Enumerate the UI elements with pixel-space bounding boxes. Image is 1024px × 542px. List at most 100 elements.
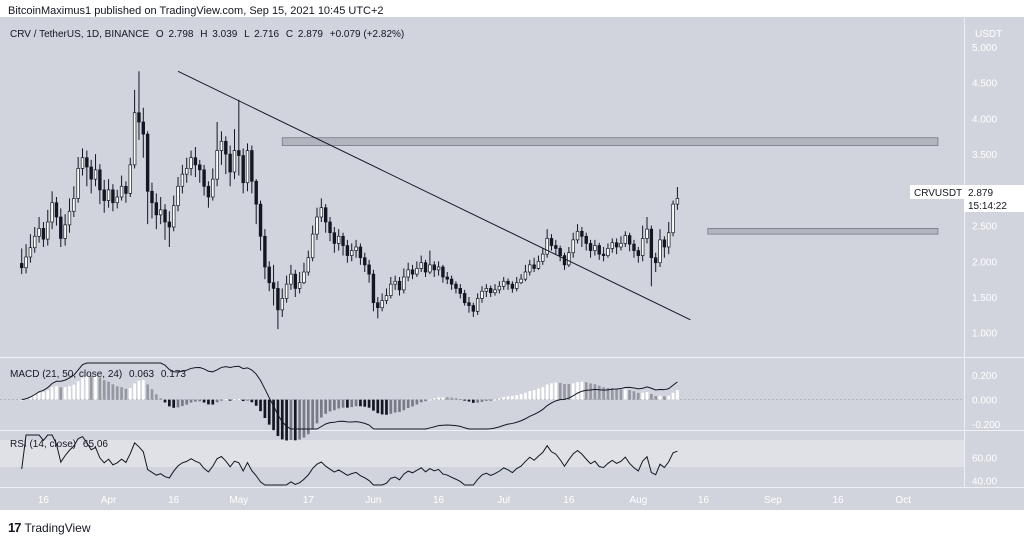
macd-histogram-bar xyxy=(228,399,232,401)
tradingview-logo-icon: 17 xyxy=(8,520,22,535)
price-tick-label: 1.500 xyxy=(972,293,997,304)
candle-body xyxy=(306,257,311,273)
macd-histogram-bar xyxy=(267,399,271,425)
macd-histogram-bar xyxy=(380,399,384,415)
macd-histogram-bar xyxy=(432,398,436,400)
rsi-value: 65.06 xyxy=(83,439,108,450)
candle-body xyxy=(436,266,441,271)
macd-histogram-bar xyxy=(72,384,76,400)
time-tick-label: 16 xyxy=(168,495,180,506)
macd-histogram-bar xyxy=(511,395,514,400)
macd-histogram-bar xyxy=(220,399,223,401)
macd-histogram-bar xyxy=(246,399,249,401)
candle-body xyxy=(219,140,224,151)
candle-body xyxy=(554,245,558,249)
candle-body xyxy=(59,216,63,239)
price-chart-svg[interactable]: 5.0004.5004.0003.5003.0002.5002.0001.500… xyxy=(0,17,1024,510)
candle-body xyxy=(345,245,350,256)
macd-histogram-bar xyxy=(33,395,37,400)
macd-histogram-bar xyxy=(50,387,54,400)
candle-body xyxy=(406,269,410,278)
macd-histogram-bar xyxy=(667,395,671,400)
macd-histogram-bar xyxy=(141,380,145,400)
time-axis-bg xyxy=(0,487,1024,510)
candle-body xyxy=(128,164,132,194)
candle-body xyxy=(28,247,33,258)
candle-body xyxy=(423,262,428,273)
macd-histogram-bar xyxy=(120,387,123,400)
macd-tick-label: -0.200 xyxy=(972,420,1001,431)
candle-body xyxy=(532,264,536,269)
candle-body xyxy=(132,112,137,166)
candle-body xyxy=(250,150,254,182)
macd-histogram-bar xyxy=(641,392,645,400)
macd-histogram-bar xyxy=(263,399,267,419)
candle-body xyxy=(588,243,593,251)
macd-histogram-bar xyxy=(328,399,332,412)
macd-histogram-bar xyxy=(128,388,132,400)
currency-label: USDT xyxy=(975,29,1002,40)
price-tick-label: 2.000 xyxy=(972,257,997,268)
macd-histogram-bar xyxy=(506,396,510,400)
macd-tick-label: 0.000 xyxy=(972,396,997,407)
candle-body xyxy=(280,298,284,311)
macd-histogram-bar xyxy=(85,376,89,400)
time-tick-label: Aug xyxy=(629,495,647,506)
macd-histogram-bar xyxy=(441,397,445,400)
candle-body xyxy=(319,207,324,218)
macd-histogram-bar xyxy=(102,380,106,400)
candle-body xyxy=(376,302,380,309)
macd-histogram-bar xyxy=(632,391,636,400)
candle-body xyxy=(675,198,680,205)
open-value: 2.798 xyxy=(168,29,193,40)
candle-body xyxy=(475,298,480,312)
macd-histogram-bar xyxy=(337,399,341,409)
macd-histogram-bar xyxy=(502,397,506,400)
macd-histogram-bar xyxy=(289,399,293,441)
candle-body xyxy=(198,164,202,171)
candle-body xyxy=(85,157,89,168)
last-price-box xyxy=(910,185,964,199)
macd-label: MACD (21, 50, close, 24) 0.063 0.173 xyxy=(10,369,186,380)
macd-histogram-bar xyxy=(185,399,189,405)
footer-branding[interactable]: 17 TradingView xyxy=(8,520,91,535)
macd-histogram-bar xyxy=(580,381,584,400)
macd-histogram-bar xyxy=(419,399,423,403)
macd-histogram-bar xyxy=(280,399,284,440)
rsi-tick-label: 60.00 xyxy=(972,454,997,465)
macd-histogram-bar xyxy=(276,399,280,437)
macd-histogram-bar xyxy=(181,399,184,407)
candle-body xyxy=(297,282,302,289)
time-tick-label: May xyxy=(229,495,248,506)
macd-histogram-bar xyxy=(207,399,210,405)
macd-histogram-bar xyxy=(471,399,475,403)
macd-histogram-bar xyxy=(406,399,410,409)
macd-histogram-bar xyxy=(654,395,658,400)
candle-body xyxy=(337,235,341,244)
macd-histogram-bar xyxy=(567,384,571,400)
candle-body xyxy=(428,264,432,273)
candle-body xyxy=(493,289,497,294)
macd-histogram-bar xyxy=(524,392,527,400)
candle-body xyxy=(627,235,632,245)
macd-histogram-bar xyxy=(376,399,380,414)
candle-body xyxy=(610,242,614,249)
macd-histogram-bar xyxy=(671,392,675,400)
macd-histogram-bar xyxy=(493,399,497,401)
macd-histogram-bar xyxy=(398,399,401,412)
candle-body xyxy=(458,288,462,294)
macd-histogram-bar xyxy=(484,399,488,401)
chart-area[interactable]: 5.0004.5004.0003.5003.0002.5002.0001.500… xyxy=(0,17,1024,510)
candle-body xyxy=(614,242,619,248)
macd-histogram-bar xyxy=(63,387,67,400)
candle-body xyxy=(384,295,389,301)
candle-body xyxy=(33,235,37,249)
candle-body xyxy=(89,166,93,180)
candle-body xyxy=(380,300,384,309)
candle-body xyxy=(341,235,345,246)
candle-body xyxy=(367,264,371,275)
candle-body xyxy=(119,185,124,198)
candle-body xyxy=(449,278,454,285)
macd-histogram-bar xyxy=(367,399,371,408)
macd-histogram-bar xyxy=(211,399,215,405)
